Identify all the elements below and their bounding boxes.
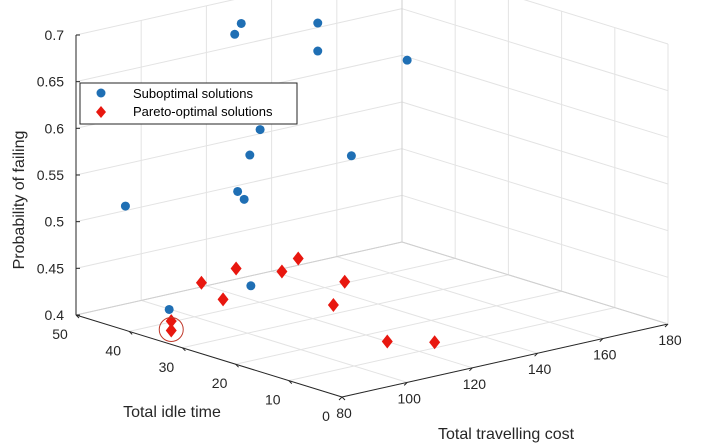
z-tick-label: 0.5	[45, 214, 65, 230]
suboptimal-point	[236, 18, 246, 28]
x-tick-label: 100	[398, 390, 422, 406]
suboptimal-point	[120, 201, 130, 211]
grid-line-z-side-wall	[401, 194, 669, 278]
pareto-point	[381, 334, 393, 349]
pareto-point	[429, 335, 441, 350]
z-tick-label: 0.55	[37, 167, 64, 183]
z-tick-label: 0.4	[45, 307, 65, 323]
suboptimal-point	[245, 150, 255, 160]
suboptimal-point	[402, 55, 412, 65]
z-tick-label: 0.65	[37, 74, 64, 90]
y-tick-label: 20	[212, 375, 228, 391]
suboptimal-point	[313, 46, 323, 56]
suboptimal-point	[233, 186, 243, 196]
pareto-point	[217, 292, 229, 307]
x-tick-label: 120	[463, 376, 487, 392]
legend-label-suboptimal: Suboptimal solutions	[133, 86, 253, 101]
z-tick-label: 0.45	[37, 260, 64, 276]
z-tick-label: 0.7	[45, 27, 65, 43]
y-tick-mark	[288, 380, 293, 384]
y-tick-mark	[341, 396, 346, 401]
tick-labels: 80 100 120 140 160 180 0 10 20 30 40 50 0.4 0.45 0.5 0.…	[37, 27, 682, 424]
x-axis-line	[341, 323, 669, 398]
grid-line-y-floor	[182, 274, 509, 349]
suboptimal-point	[255, 125, 265, 135]
pareto-point	[276, 264, 288, 279]
legend-marker-pareto	[96, 106, 106, 118]
y-axis-label: Total idle time	[123, 404, 221, 421]
pareto-point	[327, 297, 339, 312]
z-tick-label: 0.6	[45, 120, 65, 136]
grid-line-x-floor	[206, 285, 473, 369]
suboptimal-point	[230, 29, 240, 39]
grid-line-z-back-wall	[75, 148, 403, 223]
grid-lines	[75, 0, 669, 398]
grid-line-z-back-wall	[75, 8, 403, 83]
pareto-point	[195, 275, 207, 290]
y-tick-label: 50	[52, 326, 68, 342]
suboptimal-point	[346, 151, 356, 161]
legend-marker-suboptimal	[96, 88, 106, 98]
x-tick-mark	[469, 367, 473, 372]
grid-line-z-side-wall	[523, 0, 669, 45]
pareto-point	[339, 274, 351, 289]
x-tick-mark	[599, 338, 604, 342]
x-tick-label: 140	[528, 361, 552, 377]
pareto-point	[165, 323, 177, 338]
suboptimal-point	[164, 304, 174, 314]
pareto-point	[230, 261, 242, 276]
grid-line-z-side-wall	[401, 148, 669, 232]
x-tick-label: 80	[336, 405, 352, 421]
x-tick-mark	[534, 352, 538, 357]
legend-label-pareto: Pareto-optimal solutions	[133, 104, 273, 119]
grid-line-z-side-wall	[401, 8, 669, 92]
y-tick-label: 40	[105, 342, 121, 358]
grid-line-x-floor	[336, 256, 603, 340]
legend: Suboptimal solutions Pareto-optimal solu…	[79, 82, 298, 125]
x-axis-label: Total travelling cost	[438, 426, 575, 443]
suboptimal-point	[313, 18, 323, 28]
grid-line-y-floor	[288, 307, 615, 382]
pareto-point	[292, 251, 304, 266]
y-tick-mark	[128, 331, 133, 335]
y-tick-mark	[182, 347, 186, 352]
y-axis-line	[75, 314, 343, 398]
y-tick-label: 30	[159, 359, 175, 375]
grid-line-z-back-wall	[75, 101, 403, 176]
x-tick-mark	[403, 382, 408, 386]
legend-box	[79, 82, 298, 125]
highlight-ring	[158, 316, 184, 342]
suboptimal-point	[239, 194, 249, 204]
box-edge-floor-back-y	[75, 241, 403, 316]
box-edge-floor-back-x	[401, 241, 669, 325]
data-points	[120, 18, 441, 350]
x-tick-mark	[664, 323, 669, 328]
grid-line-z-back-wall	[75, 0, 235, 36]
grid-line-x-floor	[271, 270, 538, 354]
grid-line-z-side-wall	[401, 101, 669, 185]
y-tick-mark	[235, 363, 239, 368]
x-tick-label: 160	[593, 347, 617, 363]
grid-line-y-floor	[129, 257, 456, 332]
grid-line-y-floor	[235, 290, 562, 365]
suboptimal-point	[246, 281, 256, 291]
grid-line-z-side-wall	[401, 54, 669, 138]
y-tick-label: 0	[322, 408, 330, 424]
axis-box-edges	[75, 0, 669, 401]
z-axis-label: Probability of failing	[11, 131, 28, 270]
y-tick-label: 10	[265, 392, 281, 408]
x-tick-mark	[338, 396, 343, 401]
grid-line-z-back-wall	[75, 194, 403, 269]
x-tick-label: 180	[658, 332, 682, 348]
grid-line-x-floor	[141, 299, 408, 383]
